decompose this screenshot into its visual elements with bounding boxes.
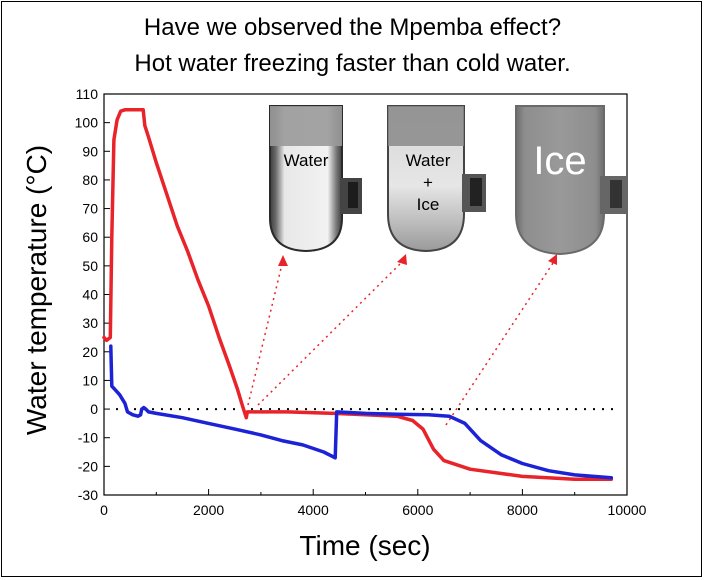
y-tick-label: 0 [90,401,98,417]
y-tick-label: 30 [82,315,98,331]
x-tick-label: 2000 [193,502,224,518]
y-tick-label: 90 [82,143,98,159]
x-axis-ticks: 0 2000 4000 6000 8000 10000 [100,489,647,518]
tube-photo-water-ice [387,105,486,253]
pointer-arrows [247,259,556,426]
y-tick-label: -10 [78,430,98,446]
x-axis-label: Time (sec) [299,530,430,561]
tube-label-water-ice-line-3: Ice [417,195,440,214]
y-tick-label: -30 [78,487,98,503]
y-tick-label: 40 [82,287,98,303]
y-tick-label: 80 [82,172,98,188]
arrowhead-water [278,255,288,266]
y-tick-label: 50 [82,258,98,274]
y-tick-label: 20 [82,344,98,360]
y-tick-label: 60 [82,229,98,245]
pointer-arrow-water-ice [257,259,405,406]
series-line-blue [109,344,614,480]
tube-photo-ice [515,105,626,256]
y-tick-label: 70 [82,201,98,217]
pointer-arrow-water [247,259,284,406]
x-tick-label: 4000 [298,502,329,518]
x-tick-label: 6000 [402,502,433,518]
pointer-arrow-ice [445,259,556,426]
tube-label-water-ice-line-2: + [423,173,433,192]
chart-title-line-1: Have we observed the Mpemba effect? [143,14,562,41]
y-tick-label: 100 [75,115,99,131]
x-tick-label: 0 [100,502,108,518]
x-tick-label: 8000 [507,502,538,518]
arrowhead-ice [548,254,557,265]
tube-label-water: Water [284,151,329,170]
x-tick-label: 10000 [608,502,647,518]
tube-label-water-ice-line-1: Water [406,151,451,170]
series-line-red [102,108,614,481]
y-axis-label: Water temperature (°C) [21,145,52,435]
arrowhead-water-ice [397,254,407,265]
tube-label-ice: Ice [533,139,586,183]
pointer-arrowheads [278,254,557,266]
tube-photo-water [268,105,362,256]
y-axis-ticks: -30 -20 -10 0 10 20 30 40 50 60 70 80 90 100 110 [75,86,110,503]
y-tick-label: 110 [76,86,99,102]
y-tick-label: 10 [82,372,98,388]
chart-title-line-2: Hot water freezing faster than cold wate… [134,50,571,77]
y-tick-label: -20 [78,458,98,474]
